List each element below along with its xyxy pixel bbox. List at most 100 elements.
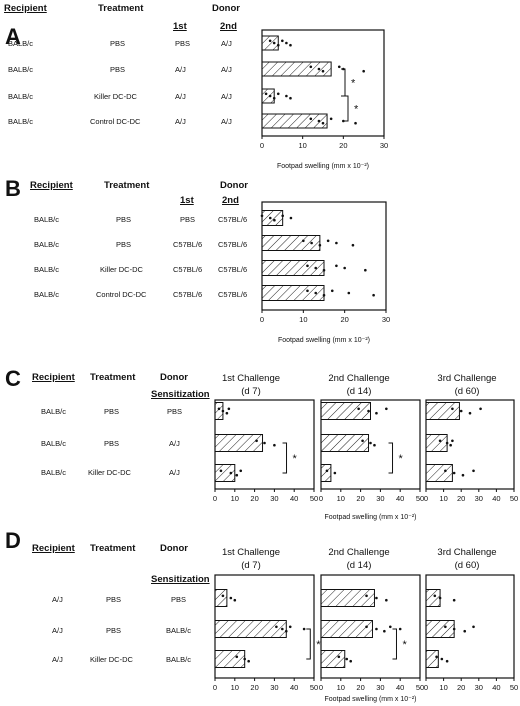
chart-a-point-3-6 bbox=[289, 96, 292, 100]
chart-a-bar-1 bbox=[261, 35, 279, 51]
panel-d-row2-treatment: PBS bbox=[106, 626, 122, 635]
panel-a-row2-recipient: BALB/c bbox=[8, 65, 34, 74]
chart-c2-point-2-1 bbox=[361, 439, 364, 443]
panel-b-row4-treatment: Control DC-DC bbox=[96, 290, 147, 299]
chart-d3-bar-2 bbox=[425, 620, 455, 638]
panel-b-row1-recipient: BALB/c bbox=[34, 215, 60, 224]
chart-c3-point-1-3 bbox=[468, 411, 472, 415]
chart-d3-xtick-label-2: 20 bbox=[457, 683, 465, 692]
chart-b-point-2-1 bbox=[302, 239, 305, 243]
chart-c3-point-3-3 bbox=[461, 473, 465, 477]
chart-b-point-1-3 bbox=[273, 218, 276, 222]
chart-c3-xtick-label-1: 10 bbox=[439, 494, 447, 503]
chart-b-point-2-5 bbox=[335, 241, 338, 245]
chart-d3-point-1-3 bbox=[452, 598, 456, 602]
chart-c2-xtick-label-1: 10 bbox=[337, 494, 345, 503]
chart-a-point-4-1 bbox=[309, 117, 313, 121]
panel-a-row4-second: A/J bbox=[221, 117, 232, 126]
chart-a-point-4-3 bbox=[321, 121, 325, 125]
chart-c2-bar-3 bbox=[320, 464, 332, 482]
chart-b-point-1-2 bbox=[268, 216, 272, 220]
chart-d2-point-2-5 bbox=[398, 627, 402, 631]
chart-d3-bar-1 bbox=[425, 589, 441, 607]
panel-d-sensitization-header: Sensitization bbox=[151, 574, 210, 585]
chart-c1-xtick-label-0: 0 bbox=[213, 494, 217, 503]
chart-d1-xtick-label-1: 10 bbox=[231, 683, 239, 692]
chart-a-sig-star-1: * bbox=[351, 78, 356, 90]
chart-d1-title: 1st Challenge bbox=[221, 547, 281, 558]
chart-d2-bar-2 bbox=[320, 620, 373, 638]
chart-b-xtick-label-3: 30 bbox=[382, 315, 390, 324]
chart-c3-day: (d 60) bbox=[454, 386, 480, 397]
chart-a-xtick-label-3: 30 bbox=[380, 141, 388, 150]
chart-a-point-1-6 bbox=[289, 43, 292, 47]
panel-b-row3-treatment: Killer DC-DC bbox=[100, 265, 143, 274]
chart-d2-xlabel: Footpad swelling (mm x 10⁻²) bbox=[324, 696, 416, 703]
chart-b-bar-1 bbox=[261, 210, 284, 226]
chart-c2-point-3-2 bbox=[333, 471, 337, 475]
chart-c3-xtick-label-4: 40 bbox=[492, 494, 500, 503]
chart-c1-xtick-label-3: 30 bbox=[270, 494, 278, 503]
panel-d-row3-treatment: Killer DC-DC bbox=[90, 655, 133, 664]
chart-b-point-4-3 bbox=[322, 293, 326, 297]
chart-a-point-2-2 bbox=[317, 67, 321, 71]
chart-d1-point-1-3 bbox=[233, 598, 237, 602]
panel-c-row2-recipient: BALB/c bbox=[41, 439, 67, 448]
chart-c1-point-2-3 bbox=[273, 443, 276, 447]
chart-c3-xtick-label-5: 50 bbox=[510, 494, 518, 503]
panel-b-treatment-header: Treatment bbox=[104, 180, 150, 191]
chart-c1-day: (d 7) bbox=[241, 386, 261, 397]
chart-d3-point-3-3 bbox=[445, 659, 449, 663]
chart-d2-title: 2nd Challenge bbox=[328, 547, 390, 558]
panel-a-donor-header: Donor bbox=[212, 3, 240, 14]
chart-d3-point-3-1 bbox=[435, 655, 438, 659]
chart-d1-point-1-1 bbox=[221, 594, 225, 598]
chart-c3-point-2-1 bbox=[438, 439, 442, 443]
chart-d2-point-2-2 bbox=[375, 627, 378, 631]
chart-c3-xtick-label-2: 20 bbox=[457, 494, 465, 503]
chart-a-point-3-1 bbox=[264, 92, 268, 96]
chart-c1-xtick-label-1: 10 bbox=[231, 494, 239, 503]
chart-c1-xtick-label-4: 40 bbox=[290, 494, 298, 503]
chart-c2-point-1-1 bbox=[357, 407, 360, 411]
chart-c2-point-2-3 bbox=[373, 443, 376, 447]
chart-d2-point-2-1 bbox=[365, 625, 368, 629]
chart-c1-bar-2 bbox=[214, 434, 264, 452]
chart-d3-point-2-3 bbox=[463, 629, 467, 633]
chart-a-point-1-4 bbox=[281, 39, 284, 43]
chart-a-point-2-6 bbox=[362, 69, 365, 73]
chart-b-point-1-4 bbox=[281, 214, 284, 218]
chart-b-xtick-label-1: 10 bbox=[299, 315, 307, 324]
chart-d3-point-2-1 bbox=[444, 625, 447, 629]
chart-d2-xtick-label-1: 10 bbox=[337, 683, 345, 692]
chart-d1-xtick-label-2: 20 bbox=[250, 683, 258, 692]
chart-d1-sig-star-1: * bbox=[316, 639, 321, 651]
chart-d3-xtick-label-4: 40 bbox=[492, 683, 500, 692]
chart-c1-xtick-label-2: 20 bbox=[250, 494, 258, 503]
chart-d1-day: (d 7) bbox=[241, 560, 261, 571]
chart-b-point-4-1 bbox=[306, 289, 309, 293]
chart-a-point-1-2 bbox=[272, 41, 276, 45]
chart-c2-sig-star-1: * bbox=[399, 453, 404, 465]
chart-d2-point-2-3 bbox=[383, 629, 386, 633]
panel-b-row3-second: C57BL/6 bbox=[218, 265, 248, 274]
chart-c1-point-1-4 bbox=[227, 407, 231, 411]
chart-d1-point-2-1 bbox=[275, 625, 278, 629]
chart-d1-xtick-label-3: 30 bbox=[270, 683, 278, 692]
chart-b-point-4-6 bbox=[372, 293, 375, 297]
chart-b-bar-3 bbox=[261, 260, 325, 276]
chart-b-point-3-5 bbox=[343, 266, 346, 270]
chart-c2-point-3-1 bbox=[325, 469, 329, 473]
panel-d-recipient-header: Recipient bbox=[32, 543, 75, 554]
chart-a-xtick-label-0: 0 bbox=[260, 141, 264, 150]
chart-d2-day: (d 14) bbox=[346, 560, 372, 571]
panel-b-row3-first: C57BL/6 bbox=[173, 265, 203, 274]
panel-c-row2-treatment: PBS bbox=[104, 439, 120, 448]
chart-c2-bar-2 bbox=[320, 434, 370, 452]
chart-d2-sig-bracket-1 bbox=[392, 628, 397, 660]
chart-d1-point-2-5 bbox=[302, 627, 306, 631]
chart-b-point-2-2 bbox=[310, 241, 313, 245]
panel-a-row4-recipient: BALB/c bbox=[8, 117, 34, 126]
